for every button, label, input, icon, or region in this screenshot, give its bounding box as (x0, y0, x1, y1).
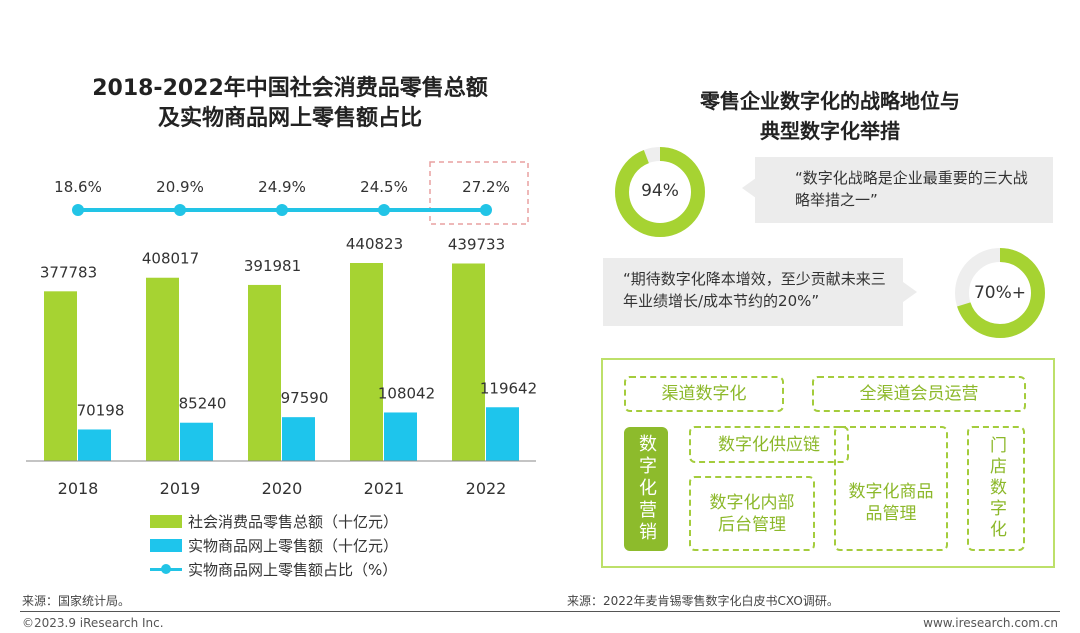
label-online-2022: 119642 (480, 379, 537, 397)
share-label-2019: 20.9% (156, 178, 204, 196)
legend-swatch-total (150, 515, 182, 528)
label-online-2019: 85240 (179, 395, 227, 413)
share-point-2018 (72, 204, 84, 216)
left-title-line2: 及实物商品网上零售额占比 (157, 106, 422, 131)
legend-label-total: 社会消费品零售总额（十亿元） (188, 513, 399, 531)
tag-merch-line2: 品管理 (865, 503, 917, 524)
share-label-2020: 24.9% (258, 178, 306, 196)
share-label-2021: 24.5% (360, 178, 408, 196)
quote1-pointer (742, 178, 756, 198)
label-total-2021: 440823 (346, 235, 403, 253)
bar-online-2022 (486, 407, 519, 461)
bar-online-2019 (180, 422, 213, 461)
highlight-2022-box (429, 161, 529, 225)
donut-70 (955, 248, 1045, 338)
footer-copyright: ©2023.9 iResearch Inc. (22, 616, 164, 630)
bar-online-2021 (384, 412, 417, 461)
quote-cost-saving: “期待数字化降本增效，至少贡献未来三年业绩增长/成本节约的20%” (603, 258, 903, 326)
tag-channel-digitalization: 渠道数字化 (624, 376, 784, 412)
digital-initiatives-panel (601, 358, 1055, 568)
donut-70-label: 70%+ (973, 283, 1027, 303)
quote2-pointer (903, 282, 917, 302)
tag-digital-marketing: 数字化营销 (624, 427, 668, 551)
right-title-line1: 零售企业数字化的战略地位与 (700, 89, 960, 113)
donut-94-label: 94% (641, 181, 679, 201)
legend-label-online: 实物商品网上零售额（十亿元） (188, 537, 399, 555)
share-point-2022 (480, 204, 492, 216)
footer-divider (20, 611, 1060, 612)
legend-item-online: 实物商品网上零售额（十亿元） (150, 535, 398, 556)
tag-back-office-line1: 数字化内部 (709, 492, 795, 513)
bar-online-2018 (78, 429, 111, 461)
bar-total-2018 (44, 291, 77, 461)
tag-store-digitalization: 门店数字化 (967, 426, 1025, 551)
left-title-line1: 2018-2022年中国社会消费品零售总额 (92, 76, 488, 101)
legend-label-share: 实物商品网上零售额占比（%） (188, 561, 398, 579)
label-online-2020: 97590 (281, 389, 329, 407)
left-chart-title: 2018-2022年中国社会消费品零售总额 及实物商品网上零售额占比 (40, 74, 540, 134)
legend-item-share: 实物商品网上零售额占比（%） (150, 559, 397, 580)
x-tick-2022: 2022 (466, 479, 507, 498)
donut-70-arc (955, 248, 1045, 338)
bar-online-2020 (282, 417, 315, 461)
tag-back-office: 数字化内部 后台管理 (689, 476, 815, 551)
bar-total-2022 (452, 263, 485, 461)
x-tick-2018: 2018 (58, 479, 99, 498)
bar-total-2019 (146, 277, 179, 461)
legend-swatch-online (150, 539, 182, 552)
label-total-2018: 377783 (40, 263, 97, 281)
right-source-note: 来源：2022年麦肯锡零售数字化白皮书CXO调研。 (567, 594, 839, 608)
left-source-note: 来源：国家统计局。 (22, 594, 131, 608)
label-total-2022: 439733 (448, 235, 505, 253)
tag-merchandise-management: 数字化商品 品管理 (834, 426, 948, 551)
tag-merch-line1: 数字化商品 (848, 481, 934, 502)
bar-total-2021 (350, 263, 383, 461)
retail-sales-chart: 18.6% 20.9% 24.9% 24.5% 27.2% 377783 70198 2018… (26, 161, 537, 498)
footer-website: www.iresearch.com.cn (923, 616, 1058, 630)
right-panel-title: 零售企业数字化的战略地位与 典型数字化举措 (610, 86, 1050, 146)
label-total-2019: 408017 (142, 250, 199, 268)
donut-94 (615, 147, 705, 237)
x-tick-2019: 2019 (160, 479, 201, 498)
tag-omnichannel-membership: 全渠道会员运营 (812, 376, 1026, 412)
label-online-2021: 108042 (378, 384, 435, 402)
donut-94-arc (615, 147, 705, 237)
label-total-2020: 391981 (244, 257, 301, 275)
share-label-2018: 18.6% (54, 178, 102, 196)
right-title-line2: 典型数字化举措 (760, 119, 900, 143)
x-tick-2021: 2021 (364, 479, 405, 498)
share-label-2022: 27.2% (462, 178, 510, 196)
x-tick-2020: 2020 (262, 479, 303, 498)
tag-digital-supply-chain: 数字化供应链 (689, 426, 849, 463)
share-point-2021 (378, 204, 390, 216)
quote-strategy: “数字化战略是企业最重要的三大战略举措之一” (755, 157, 1053, 223)
bar-total-2020 (248, 284, 281, 461)
legend-item-total: 社会消费品零售总额（十亿元） (150, 511, 398, 532)
tag-store-text: 门店数字化 (986, 436, 1006, 541)
share-point-2019 (174, 204, 186, 216)
share-point-2020 (276, 204, 288, 216)
tag-back-office-line2: 后台管理 (718, 514, 786, 535)
label-online-2018: 70198 (77, 401, 125, 419)
tag-digital-marketing-text: 数字化营销 (636, 434, 657, 544)
legend-swatch-share (150, 563, 182, 576)
